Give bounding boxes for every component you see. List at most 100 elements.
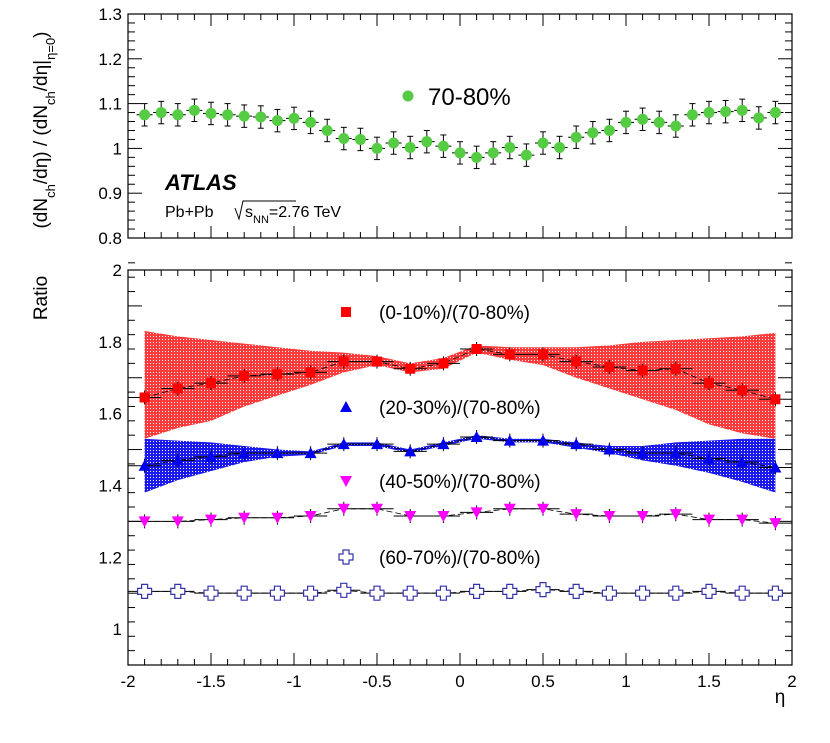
top-data-point [338, 133, 350, 145]
atlas-label: ATLAS [164, 170, 237, 195]
top-data-point [288, 112, 300, 124]
series-3-point [369, 585, 385, 601]
top-data-point [554, 142, 566, 154]
series-1-line [144, 436, 776, 468]
series-2-point [138, 516, 151, 528]
series-3-point [236, 585, 252, 601]
series-1-point [437, 438, 450, 450]
x-tick-label: -1 [286, 672, 301, 691]
top-data-point [587, 127, 599, 139]
top-legend-marker [402, 90, 414, 102]
series-2-point [669, 509, 682, 521]
series-2-point [304, 510, 317, 522]
top-data-point [487, 147, 499, 159]
top-data-point [371, 142, 383, 154]
series-2-point [503, 503, 516, 515]
top-data-point [670, 120, 682, 132]
series-3-point [336, 582, 352, 598]
series-2-point [437, 510, 450, 522]
top-data-point [321, 124, 333, 136]
x-axis-label: η [775, 687, 786, 708]
series-0-point [637, 365, 648, 376]
top-data-point [570, 131, 582, 143]
top-data-point [603, 124, 615, 136]
legend-entry-40-50: (40-50%)/(70-80%) [340, 472, 541, 493]
top-data-point [637, 113, 649, 125]
series-1-point [570, 438, 583, 450]
series-1-point [138, 459, 151, 471]
top-legend-label: 70-80% [428, 84, 511, 111]
series-0-point [737, 385, 748, 396]
series-1-point [603, 443, 616, 455]
legend-label-40-50: (40-50%)/(70-80%) [379, 472, 541, 493]
top-data-point [454, 147, 466, 159]
series-2-point [205, 514, 217, 526]
series-0-point [604, 361, 615, 372]
legend-marker-60-70 [338, 549, 354, 565]
series-2-point [238, 512, 251, 524]
x-tick-label: -1.5 [196, 672, 225, 691]
top-data-point [520, 149, 532, 161]
legend-label-60-70: (60-70%)/(70-80%) [379, 548, 541, 569]
top-data-point [421, 136, 433, 148]
x-tick-label: 0 [455, 672, 464, 691]
top-data-point [753, 112, 765, 124]
series-2-point [404, 510, 417, 522]
series-1-point [470, 430, 483, 442]
top-data-point [471, 151, 483, 163]
series-3-point [137, 583, 153, 599]
series-2-point [470, 507, 483, 519]
top-data-point [388, 137, 400, 149]
series-0-point [704, 378, 714, 389]
series-1-point [769, 461, 782, 473]
top-data-point [720, 106, 732, 118]
series-3-point [568, 583, 584, 599]
series-0-point [405, 363, 416, 374]
top-data-point [653, 116, 665, 128]
series-3-point [303, 585, 319, 601]
top-data-point [736, 104, 748, 116]
top-data-point [188, 104, 200, 116]
series-0-point [770, 394, 781, 405]
series-3-point [535, 581, 551, 598]
legend-label-0-10: (0-10%)/(70-80%) [379, 303, 530, 324]
top-data-point [271, 115, 283, 127]
top-data-point [205, 107, 217, 119]
series-0-point [239, 370, 250, 381]
legend-marker-0-10 [341, 307, 351, 317]
series-2-point [371, 503, 383, 515]
series-0-point [272, 369, 283, 380]
top-y-tick-label: 0.8 [98, 229, 122, 248]
series-1-point [238, 447, 251, 459]
series-2-point [271, 512, 284, 524]
series-2-point [537, 503, 549, 515]
bottom-y-tick-label: 1 [113, 620, 122, 639]
series-1-point [503, 434, 516, 446]
bottom-y-tick-label: 1.8 [98, 333, 122, 352]
top-y-tick-label: 0.9 [98, 184, 122, 203]
series-3-point [269, 585, 285, 601]
legend-entry-60-70: (60-70%)/(70-80%) [338, 548, 541, 569]
top-data-point [238, 110, 250, 122]
series-0-point [504, 349, 515, 360]
series-3-point [170, 583, 186, 599]
top-legend-entry: 70-80% [402, 84, 511, 111]
series-2-point [570, 509, 583, 521]
energy-label: sNN=2.76 TeV [234, 200, 341, 226]
series-3-point [734, 585, 750, 601]
top-data-point [305, 116, 317, 128]
series-0-point [172, 383, 183, 394]
legend-marker-20-30 [340, 401, 352, 412]
top-y-axis-label: (dNch/dη) / (dNch/dη|η=0) [31, 31, 58, 228]
top-panel: 0.8 0.9 1 1.1 1.2 1.3 [98, 5, 793, 248]
series-1-point [371, 438, 383, 450]
top-y-tick-label: 1.3 [98, 5, 122, 24]
series-0-point [305, 367, 316, 378]
series-0-point [206, 378, 216, 389]
x-tick-label: -0.5 [362, 672, 391, 691]
series-1-point [703, 452, 715, 464]
series-0-point [139, 392, 150, 403]
top-data-point [404, 142, 416, 154]
